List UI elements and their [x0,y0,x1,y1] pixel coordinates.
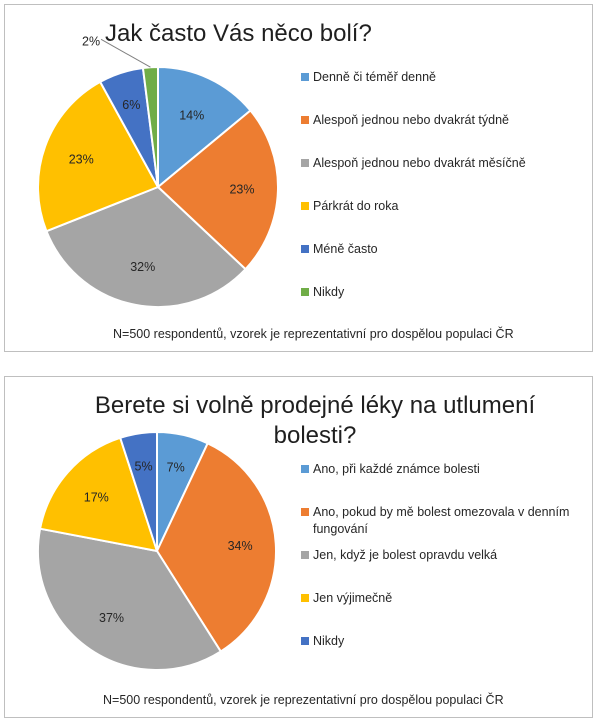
legend-label: Méně často [313,242,378,256]
legend-label: Ano, pokud by mě bolest omezovala v denn… [313,505,570,536]
data-label-jen-vyjimecne: 17% [84,490,109,504]
legend-swatch [301,159,309,167]
legend-swatch [301,202,309,210]
sample-note: N=500 respondentů, vzorek je reprezentat… [113,327,514,341]
pie-slice-parkrat-do-roka [37,80,160,233]
data-label-alespon-jednou-nebo-dvakrat-tydne: 23% [229,183,254,197]
data-label-parkrat-do-roka: 23% [69,152,94,166]
legend-swatch [301,594,309,602]
data-label-ano-pri-kazde-znamce-bolesti: 7% [167,460,185,474]
legend-label: Nikdy [313,285,345,299]
legend-swatch [301,73,309,81]
legend-label: Alespoň jednou nebo dvakrát měsíčně [313,156,526,170]
pie-slice-jen-kdyz-je-bolest-opravdu-velka [37,527,223,671]
pie-slice-jen-vyjimecne [38,436,159,553]
chart-title: Jak často Vás něco bolí? [105,20,372,47]
legend-label: Denně či téměř denně [313,70,436,84]
pie-slice-alespon-jednou-nebo-dvakrat-tydne [156,109,279,271]
pie-slice-denne-ci-temer-denne [157,65,252,190]
legend-label: Ano, při každé známce bolesti [313,462,480,476]
legend-label: Jen výjimečně [313,591,393,605]
legend-swatch [301,508,309,516]
legend-swatch [301,465,309,473]
data-label-nikdy: 5% [135,459,153,473]
legend-swatch [301,245,309,253]
chart-panel-pain-frequency: 14% 23% 32% 23% 6% 2% Jak často Vás něco bolí… [4,4,593,352]
legend-swatch [301,116,309,124]
pie-chart-pain-frequency: 14% 23% 32% 23% 6% 2% [37,34,279,308]
chart-panel-otc-painkillers: 7% 34% 37% 17% 5% Berete si volně prodejné l… [4,376,593,718]
sample-note: N=500 respondentů, vzorek je reprezentat… [103,693,504,707]
pie-slice-ano-pokud-by-me-bolest-omezovala-v-dennim-fungovani [155,441,277,653]
legend-label: Párkrát do roka [313,199,399,213]
legend-label: Jen, když je bolest opravdu velká [313,548,498,562]
data-label-denne-ci-temer-denne: 14% [179,108,204,122]
data-label-mene-casto: 6% [122,98,140,112]
pie-slice-alespon-jednou-nebo-dvakrat-mesicne [45,185,247,308]
data-label-ano-pokud-by-me-bolest-omezovala-v-dennim-fungovani: 34% [228,539,253,553]
pie-chart-otc-painkillers: 7% 34% 37% 17% 5% [37,430,277,671]
pie-slice-nikdy [118,430,158,552]
label-leader-line [100,38,151,68]
legend-swatch [301,551,309,559]
legend-label: Nikdy [313,634,345,648]
legend-label: Alespoň jednou nebo dvakrát týdně [313,113,509,127]
data-label-jen-kdyz-je-bolest-opravdu-velka: 37% [99,611,124,625]
data-label-alespon-jednou-nebo-dvakrat-mesicne: 32% [130,260,155,274]
legend-swatch [301,637,309,645]
data-label-nikdy: 2% [82,34,100,48]
legend-swatch [301,288,309,296]
chart-title: Berete si volně prodejné léky na utlumen… [94,392,536,449]
